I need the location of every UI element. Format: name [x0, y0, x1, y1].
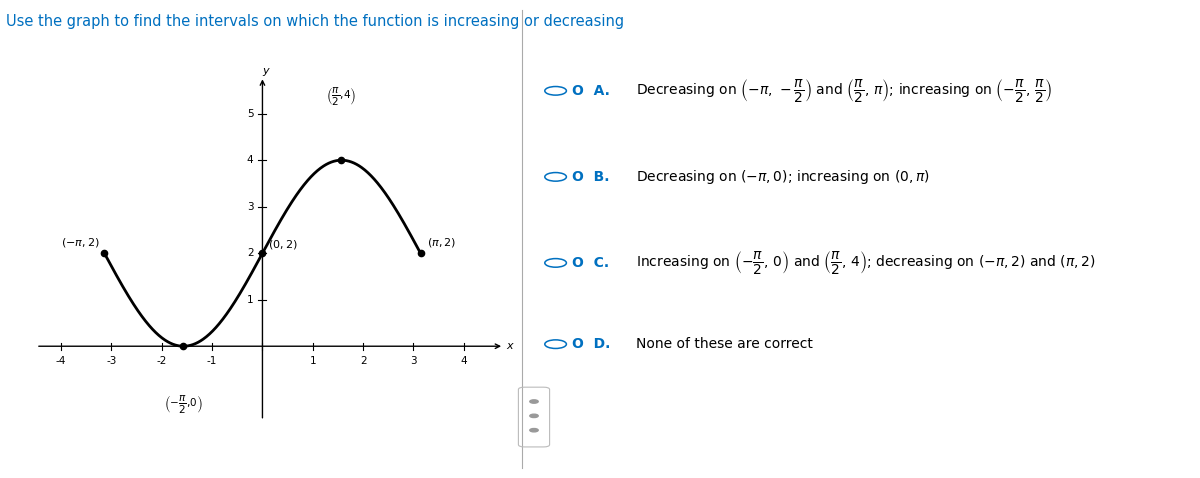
Text: 1: 1 [310, 357, 316, 367]
Text: $\left(-\dfrac{\pi}{2},\!0\right)$: $\left(-\dfrac{\pi}{2},\!0\right)$ [164, 393, 203, 415]
Text: $(\pi, 2)$: $(\pi, 2)$ [426, 236, 456, 249]
Text: O  C.: O C. [572, 256, 610, 270]
Text: -2: -2 [157, 357, 167, 367]
Text: Use the graph to find the intervals on which the function is increasing or decre: Use the graph to find the intervals on w… [6, 14, 624, 29]
Text: -4: -4 [56, 357, 66, 367]
Text: 4: 4 [247, 155, 253, 165]
Text: Increasing on $\left(-\dfrac{\pi}{2},\,0\right)$ and $\left(\dfrac{\pi}{2},\,4\r: Increasing on $\left(-\dfrac{\pi}{2},\,0… [636, 250, 1096, 276]
Text: None of these are correct: None of these are correct [636, 337, 812, 351]
Text: O  A.: O A. [572, 84, 611, 98]
Text: x: x [506, 341, 514, 351]
Text: y: y [263, 65, 269, 76]
Text: -3: -3 [107, 357, 116, 367]
Text: Decreasing on $(-\pi, 0)$; increasing on $(0, \pi)$: Decreasing on $(-\pi, 0)$; increasing on… [636, 168, 930, 186]
Text: 3: 3 [410, 357, 416, 367]
Text: Decreasing on $\left(-\pi,\,-\dfrac{\pi}{2}\right)$ and $\left(\dfrac{\pi}{2},\,: Decreasing on $\left(-\pi,\,-\dfrac{\pi}… [636, 77, 1052, 104]
Text: 3: 3 [247, 202, 253, 212]
Text: O  B.: O B. [572, 170, 610, 184]
Text: -1: -1 [206, 357, 217, 367]
Text: $\left(\dfrac{\pi}{2},\!4\right)$: $\left(\dfrac{\pi}{2},\!4\right)$ [326, 85, 356, 107]
Text: 5: 5 [247, 109, 253, 119]
Text: 2: 2 [247, 248, 253, 258]
Text: O  D.: O D. [572, 337, 611, 351]
Text: 4: 4 [461, 357, 467, 367]
Text: $(0, 2)$: $(0, 2)$ [269, 238, 298, 251]
Text: 1: 1 [247, 295, 253, 304]
Text: $(-\pi, 2)$: $(-\pi, 2)$ [61, 236, 100, 249]
Text: 2: 2 [360, 357, 366, 367]
